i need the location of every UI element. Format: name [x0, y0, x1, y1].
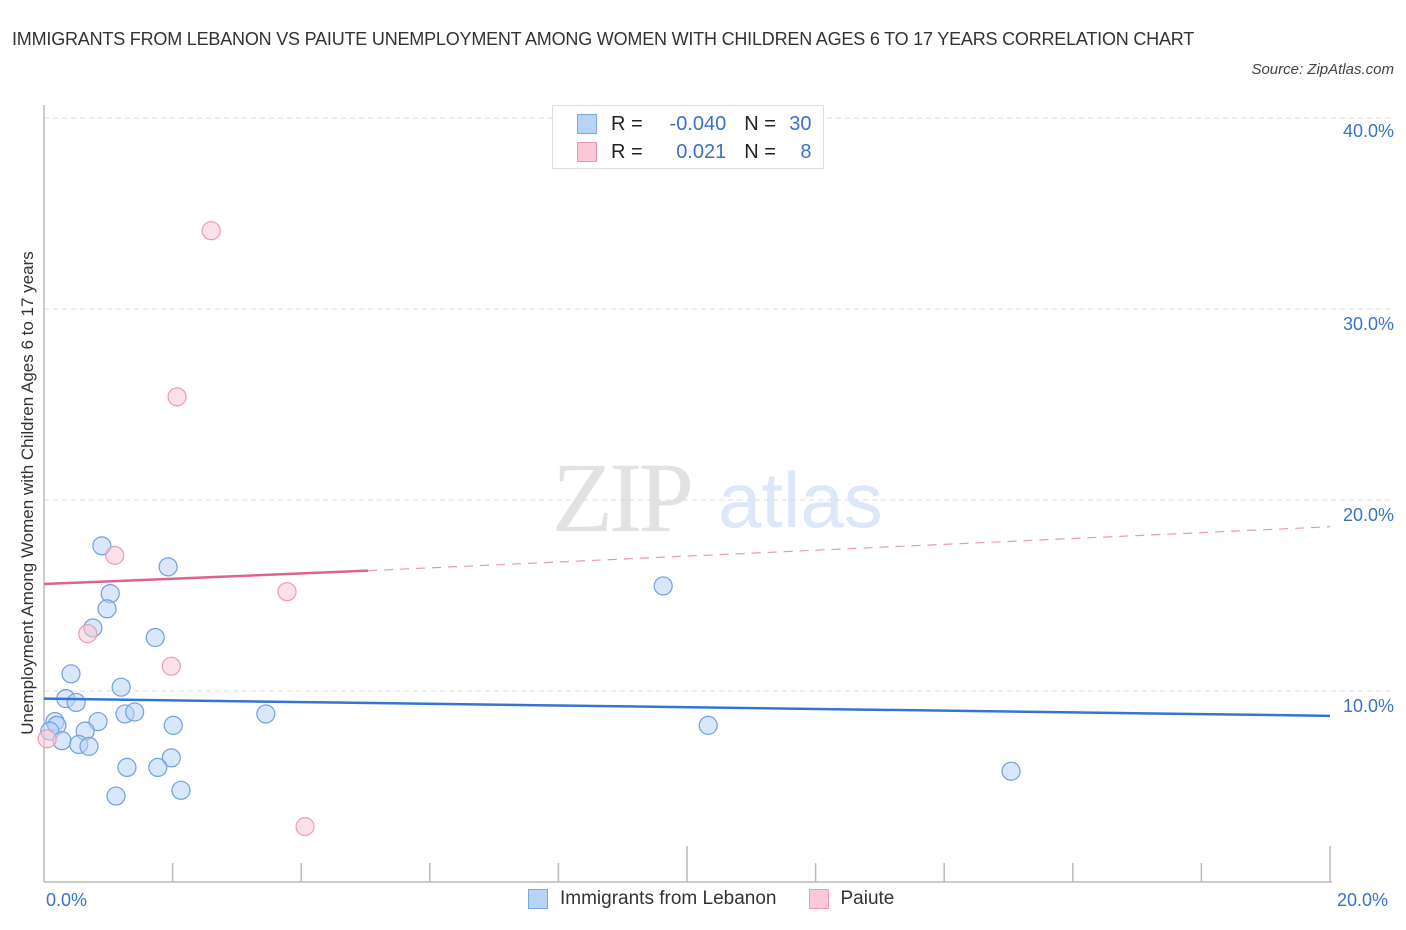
paiute-point: [167, 387, 187, 407]
stats-legend: R = -0.040 N = 30 R = 0.021 N = 8: [552, 105, 824, 169]
paiute-point: [78, 624, 98, 644]
x-tick-0: 0.0%: [46, 890, 88, 910]
legend-item-paiute[interactable]: Paiute: [808, 888, 895, 910]
lebanon-point: [117, 757, 137, 778]
lebanon-point: [158, 557, 178, 577]
r-value: -0.040: [669, 112, 727, 135]
lebanon-point: [92, 536, 112, 556]
paiute-point: [201, 221, 221, 241]
x-tick-20: 20.0%: [1337, 890, 1389, 910]
lebanon-point: [145, 627, 165, 648]
paiute-point: [105, 545, 125, 565]
series-legend: Immigrants from Lebanon Paiute: [528, 888, 926, 910]
n-value: 30: [789, 112, 812, 135]
y-tick-30: 30.0%: [1342, 314, 1394, 334]
paiute-point: [161, 656, 181, 676]
r-value: 0.021: [676, 140, 727, 163]
lebanon-point: [256, 704, 276, 724]
lebanon-point: [698, 715, 718, 735]
stats-row-lebanon: R = -0.040 N = 30: [577, 110, 812, 138]
lebanon-point: [88, 711, 108, 732]
source-label: Source: ZipAtlas.com: [1251, 61, 1394, 78]
paiute-trend-line: [43, 569, 369, 586]
legend-item-lebanon[interactable]: Immigrants from Lebanon: [528, 888, 777, 910]
paiute-trend-line-dashed: [368, 526, 1331, 572]
lebanon-point: [148, 757, 168, 778]
paiute-swatch: [577, 142, 597, 162]
lebanon-point: [97, 599, 117, 619]
lebanon-point: [161, 748, 181, 768]
lebanon-point: [111, 677, 131, 697]
lebanon-point: [79, 736, 99, 756]
lebanon-point: [125, 702, 145, 722]
lebanon-point: [66, 692, 86, 713]
paiute-point: [295, 817, 315, 837]
paiute-point: [277, 582, 297, 602]
paiute-swatch: [808, 889, 829, 909]
lebanon-point: [653, 576, 673, 596]
watermark-zip: ZIP: [552, 442, 694, 553]
paiute-point: [37, 729, 57, 749]
lebanon-point: [1001, 761, 1021, 781]
lebanon-point: [163, 715, 183, 735]
lebanon-trend-line: [43, 697, 1331, 718]
stats-row-paiute: R = 0.021 N = 8: [577, 138, 812, 166]
n-value: 8: [800, 140, 812, 163]
y-tick-20: 20.0%: [1342, 505, 1394, 525]
y-tick-10: 10.0%: [1342, 696, 1394, 716]
n-label: N =: [744, 112, 776, 135]
lebanon-swatch: [577, 114, 597, 134]
lebanon-point: [61, 664, 81, 684]
y-tick-40: 40.0%: [1342, 121, 1394, 141]
lebanon-swatch: [528, 889, 548, 909]
r-label: R =: [611, 140, 643, 163]
n-label: N =: [744, 140, 776, 163]
lebanon-point: [171, 780, 191, 800]
legend-label: Immigrants from Lebanon: [560, 888, 777, 909]
lebanon-point: [106, 786, 126, 806]
y-axis-label: Unemployment Among Women with Children A…: [18, 251, 37, 735]
legend-label: Paiute: [840, 888, 895, 909]
chart-title: IMMIGRANTS FROM LEBANON VS PAIUTE UNEMPL…: [12, 29, 1195, 49]
r-label: R =: [611, 112, 643, 135]
